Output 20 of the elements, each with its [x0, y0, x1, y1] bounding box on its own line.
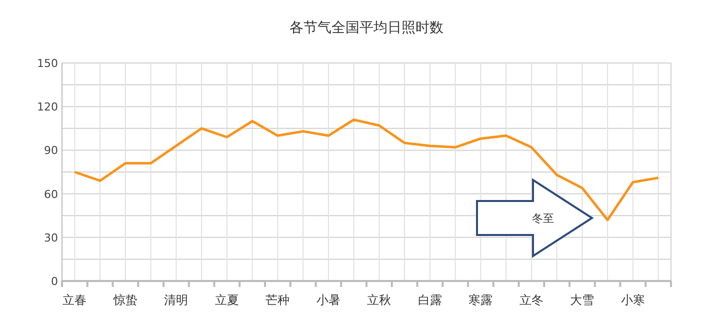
x-tick-label: 寒露: [468, 293, 493, 307]
x-tick-label: 立春: [62, 293, 87, 307]
x-tick-label: 大雪: [570, 293, 594, 307]
x-tick-label: 小暑: [316, 293, 340, 307]
annotation: 冬至: [532, 212, 554, 225]
y-tick-label: 60: [44, 188, 58, 201]
x-tick-label: 清明: [164, 293, 188, 307]
x-tick-label: 立秋: [367, 293, 392, 307]
x-tick-label: 白露: [418, 293, 442, 307]
x-tick-label: 惊蛰: [112, 293, 138, 307]
x-tick-label: 小寒: [620, 293, 645, 307]
y-tick-label: 150: [37, 57, 58, 70]
y-tick-label: 90: [44, 144, 58, 158]
x-tick-label: 立冬: [519, 293, 544, 307]
y-tick-label: 30: [44, 231, 58, 244]
title: 各节气全国平均日照时数: [290, 20, 444, 36]
x-tick-label: 芒种: [266, 293, 290, 307]
y-tick-label: 0: [51, 275, 58, 288]
y-tick-label: 120: [37, 100, 58, 114]
x-tick-label: 立夏: [214, 293, 239, 307]
